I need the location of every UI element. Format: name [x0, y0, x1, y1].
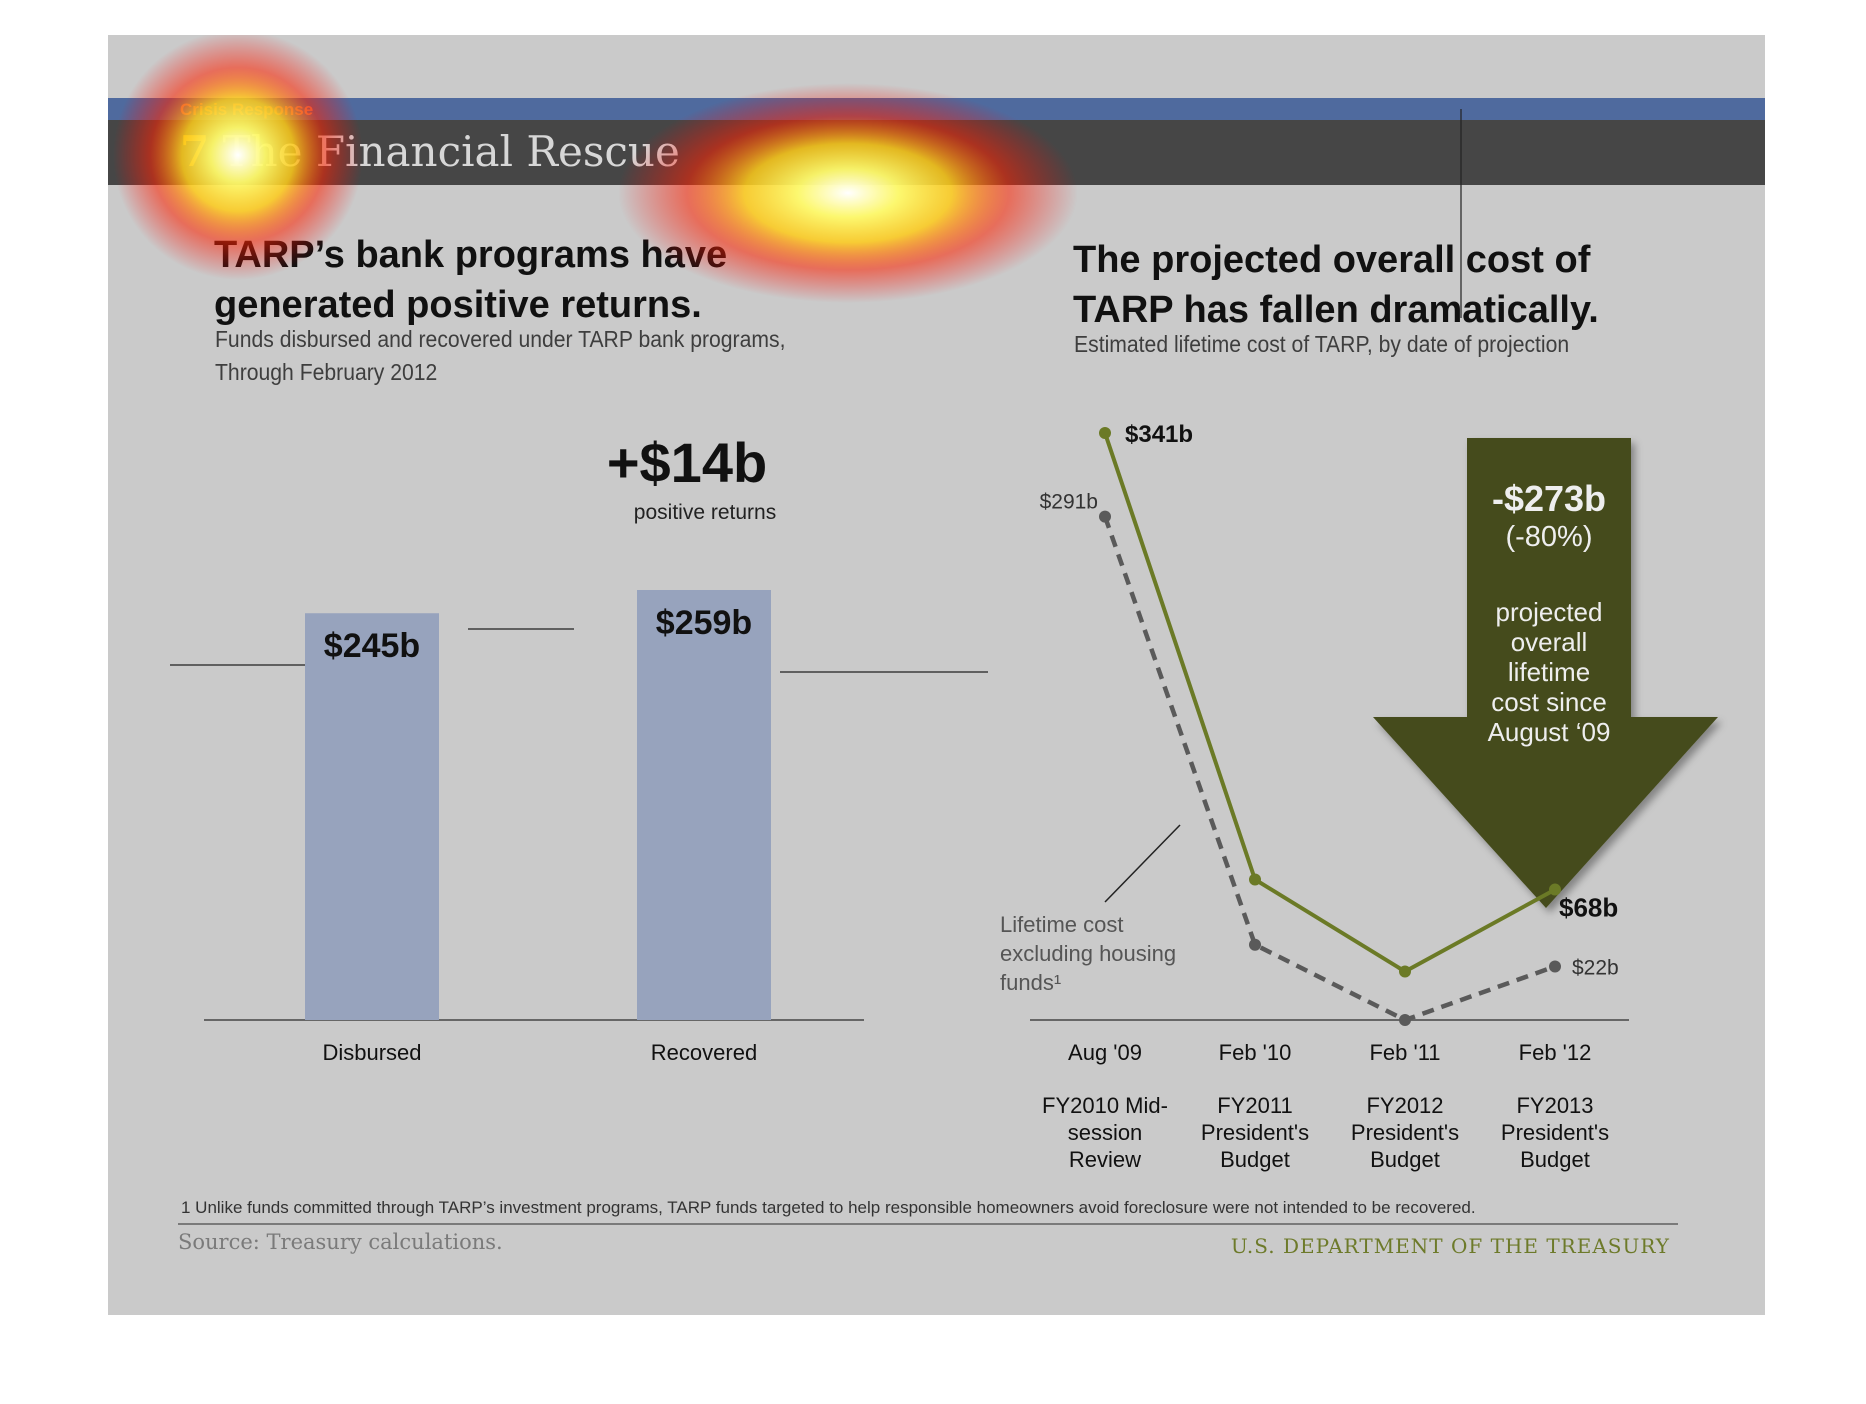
bar-category-label: Disbursed: [322, 1040, 421, 1065]
footer-divider: [178, 1223, 1678, 1225]
reduction-text-line: lifetime: [1508, 657, 1590, 687]
series-excl-housing-line: [1102, 515, 1556, 1023]
line-category-label: Feb '10: [1219, 1040, 1292, 1065]
charts-canvas: $245b Disbursed $259b Recovered +$14b posit…: [170, 109, 1718, 1172]
bar-data-label: $245b: [324, 627, 420, 665]
data-point: [1099, 427, 1111, 439]
series-total-line: [1103, 432, 1556, 974]
data-point: [1549, 960, 1561, 973]
source-note: Source: Treasury calculations.: [178, 1230, 503, 1254]
line-category-label: Feb '12: [1519, 1040, 1592, 1065]
line-category-detail: FY2013 President's Budget: [1501, 1093, 1609, 1172]
line-category-label: Feb '11: [1369, 1040, 1440, 1065]
reduction-text-line: cost since: [1491, 687, 1607, 717]
reduction-text-line: August ‘09: [1488, 717, 1611, 747]
line-chart: -$273b (-80%) projected overall lifetime…: [1000, 421, 1718, 1172]
data-point: [1249, 938, 1261, 951]
data-point: [1399, 1014, 1411, 1026]
callout-pointer-line: [1104, 824, 1181, 903]
agency-name: U.S. DEPARTMENT OF THE TREASURY: [1230, 1234, 1670, 1258]
series-start-label: $341b: [1125, 421, 1193, 448]
series-end-label: $22b: [1572, 956, 1619, 979]
returns-annotation-text: positive returns: [634, 501, 776, 524]
series-end-label: $68b: [1559, 893, 1618, 923]
returns-annotation-value: +$14b: [607, 431, 767, 494]
line-category-detail: FY2012 President's Budget: [1351, 1093, 1459, 1172]
reduction-amount: -$273b: [1492, 478, 1606, 519]
right-heading: The projected overall cost of TARP has f…: [1073, 239, 1599, 331]
bar-category-label: Recovered: [651, 1040, 757, 1065]
data-point: [1549, 883, 1561, 896]
slide: Crisis Response 7 The Financial Rescue T…: [108, 35, 1765, 1315]
line-category-detail: FY2011 President's Budget: [1201, 1093, 1309, 1172]
data-point: [1099, 510, 1111, 523]
line-category-detail: FY2010 Mid-session Review: [1042, 1093, 1168, 1172]
reduction-percent: (-80%): [1505, 521, 1592, 553]
series-callout-label: Lifetime cost excluding housing funds¹: [1000, 912, 1176, 995]
right-subheading: Estimated lifetime cost of TARP, by date…: [1074, 331, 1570, 357]
bar-data-label: $259b: [656, 604, 752, 642]
series-start-label: $291b: [1040, 491, 1098, 514]
bar-chart: $245b Disbursed $259b Recovered +$14b posit…: [204, 431, 864, 1065]
data-point: [1399, 965, 1411, 978]
footnote: 1 Unlike funds committed through TARP’s …: [181, 1198, 1476, 1217]
reduction-text-line: projected: [1496, 597, 1603, 627]
down-arrow-icon: [1373, 438, 1718, 908]
line-category-label: Aug '09: [1068, 1040, 1142, 1065]
left-subheading: Funds disbursed and recovered under TARP…: [215, 326, 786, 385]
cost-reduction-arrow: -$273b (-80%) projected overall lifetime…: [1373, 438, 1718, 908]
bar-recovered: [637, 590, 771, 1020]
bar-disbursed: [305, 613, 439, 1020]
data-point: [1249, 873, 1261, 886]
reduction-text-line: overall: [1511, 627, 1588, 657]
